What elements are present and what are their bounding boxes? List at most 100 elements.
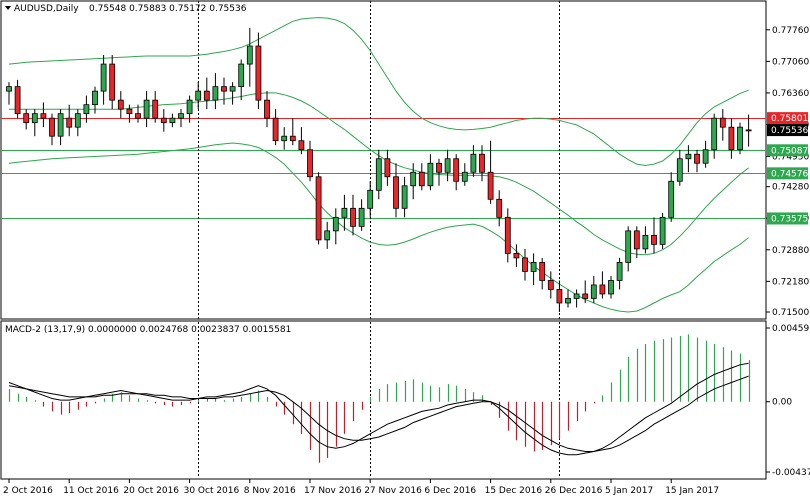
candle (272, 109, 279, 146)
candle-body (332, 216, 339, 232)
time-tick-label: 8 Nov 2016 (244, 486, 296, 496)
candle-body (272, 117, 279, 142)
candle-body (6, 86, 12, 92)
price-tick-label: 0.74280 (772, 183, 809, 193)
candle (565, 289, 571, 308)
price-tick-label: 0.77760 (772, 26, 809, 36)
candle (633, 226, 640, 258)
candle (539, 257, 546, 290)
candle-body (530, 262, 537, 272)
time-tick-label: 5 Jan 2017 (605, 486, 653, 496)
time-tick-label: 30 Oct 2016 (184, 486, 240, 496)
candle (315, 172, 322, 245)
candle (126, 104, 133, 123)
candle-body (608, 280, 614, 295)
time-tick-label: 20 Oct 2016 (123, 486, 179, 496)
candle-body (203, 90, 210, 101)
candle (590, 275, 597, 303)
candle-body (745, 129, 752, 132)
candle (616, 257, 623, 290)
candle (487, 140, 494, 204)
candle (418, 163, 425, 191)
candle (522, 248, 528, 281)
candle (668, 172, 675, 222)
candle-body (651, 234, 657, 245)
candle-body (590, 284, 597, 299)
candle-body (513, 252, 520, 259)
bollinger-upper-line (8, 17, 749, 167)
time-tick-label: 26 Dec 2016 (545, 486, 603, 496)
macd-tick-label: 0.00 (772, 398, 792, 408)
level-label: 0.73575 (771, 214, 808, 224)
candle-body (470, 153, 477, 173)
candle (367, 181, 374, 218)
signal-line (8, 375, 749, 452)
macd-lines (8, 362, 749, 456)
candle-body (178, 113, 184, 119)
candle-body (23, 113, 30, 124)
candle-body (496, 198, 503, 218)
candle-body (109, 63, 116, 101)
candle (212, 73, 219, 110)
macd-histogram (8, 334, 751, 463)
candle (479, 145, 485, 182)
candle (178, 109, 184, 128)
candle-body (83, 104, 90, 115)
price-tick-label: 0.74950 (772, 152, 809, 162)
level-label-box (767, 144, 808, 157)
price-tick-label: 0.72880 (772, 246, 809, 256)
candle-body (298, 140, 305, 151)
candle (14, 79, 21, 119)
level-label: 0.75801 (771, 114, 808, 124)
candle (556, 280, 563, 312)
candle-body (479, 153, 485, 173)
candle (496, 190, 503, 227)
candle-body (255, 45, 262, 101)
candle-body (427, 162, 434, 187)
candle-body (599, 284, 606, 295)
candle-body (195, 90, 202, 101)
candle-body (719, 117, 726, 128)
candle (573, 289, 580, 308)
candle-body (461, 171, 468, 182)
candle-body (625, 230, 632, 263)
candle-body (31, 113, 38, 124)
price-tick-label: 0.77060 (772, 57, 809, 67)
candle-body (737, 126, 743, 151)
candle-body (350, 207, 356, 227)
candle (169, 113, 176, 128)
candle-body (685, 153, 692, 160)
candle-body (436, 162, 442, 173)
candle-body (238, 63, 245, 88)
candle-body (315, 176, 322, 241)
candle-body (616, 262, 623, 281)
time-tick-label: 17 Nov 2016 (304, 486, 362, 496)
level-label: 0.75087 (771, 146, 808, 156)
candle-body (573, 293, 580, 299)
price-panel[interactable]: AUDUSD,Daily 0.75548 0.75883 0.75172 0.7… (0, 0, 767, 320)
candle (651, 217, 657, 254)
candle (401, 176, 408, 218)
candle (745, 114, 752, 147)
candle (307, 140, 313, 182)
candle (324, 221, 331, 249)
candle-body (324, 230, 331, 241)
macd-line (8, 362, 749, 456)
candle-body (229, 86, 236, 92)
price-tick-label: 0.71500 (772, 308, 809, 318)
symbol-label: AUDUSD,Daily (14, 4, 79, 14)
candle (152, 91, 159, 123)
macd-panel[interactable]: MACD-2 (13,17,9) 0.0000000 0.0024768 0.0… (0, 320, 767, 480)
candle-body (135, 113, 141, 119)
candle (728, 118, 735, 159)
candle-body (212, 86, 219, 101)
candle-body (547, 280, 554, 290)
candle (57, 109, 64, 146)
period-separators (198, 1, 560, 319)
level-label-box (767, 167, 808, 180)
price-tick-label: 0.72180 (772, 277, 809, 287)
candle (117, 91, 124, 119)
candle-body (49, 117, 55, 137)
candle-body (358, 207, 365, 227)
